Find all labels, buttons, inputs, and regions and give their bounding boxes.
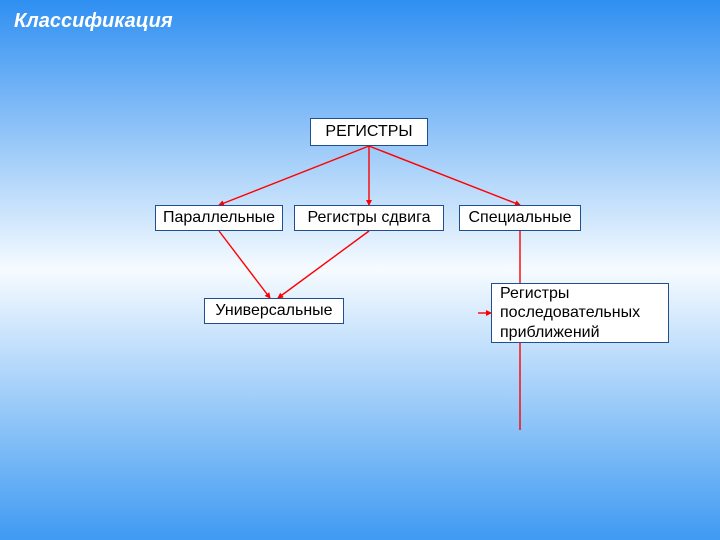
node-special: Специальные [459, 205, 581, 231]
node-universal: Универсальные [204, 298, 344, 324]
node-sar: Регистры последовательных приближений [491, 283, 669, 343]
connectors-layer [0, 0, 720, 540]
slide-title: Классификация [14, 10, 173, 33]
node-root: РЕГИСТРЫ [310, 118, 428, 146]
slide: Классификация РЕГИСТРЫ Параллельные Реги… [0, 0, 720, 540]
node-parallel: Параллельные [155, 205, 283, 231]
node-shift: Регистры сдвига [294, 205, 444, 231]
